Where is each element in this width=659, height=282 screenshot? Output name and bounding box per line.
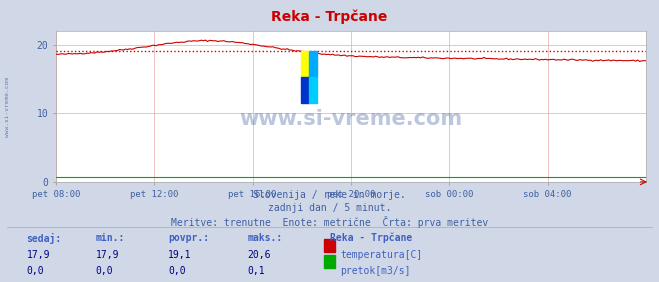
- Text: www.si-vreme.com: www.si-vreme.com: [5, 77, 11, 137]
- Bar: [301, 51, 309, 77]
- Text: 19,1: 19,1: [168, 250, 192, 259]
- Text: Slovenija / reke in morje.: Slovenija / reke in morje.: [253, 190, 406, 200]
- Text: 17,9: 17,9: [26, 250, 50, 259]
- Text: www.si-vreme.com: www.si-vreme.com: [239, 109, 463, 129]
- Text: 0,0: 0,0: [168, 266, 186, 276]
- Text: temperatura[C]: temperatura[C]: [340, 250, 422, 259]
- Text: 0,0: 0,0: [96, 266, 113, 276]
- Text: zadnji dan / 5 minut.: zadnji dan / 5 minut.: [268, 203, 391, 213]
- Text: Reka - Trpčane: Reka - Trpčane: [272, 10, 387, 24]
- Text: 20,6: 20,6: [247, 250, 271, 259]
- Text: Meritve: trenutne  Enote: metrične  Črta: prva meritev: Meritve: trenutne Enote: metrične Črta: …: [171, 216, 488, 228]
- Text: povpr.:: povpr.:: [168, 233, 209, 243]
- Text: 0,1: 0,1: [247, 266, 265, 276]
- Text: sedaj:: sedaj:: [26, 233, 61, 244]
- Text: pretok[m3/s]: pretok[m3/s]: [340, 266, 411, 276]
- Text: maks.:: maks.:: [247, 233, 282, 243]
- Bar: [309, 77, 317, 103]
- Text: 17,9: 17,9: [96, 250, 119, 259]
- Text: 0,0: 0,0: [26, 266, 44, 276]
- Bar: [301, 77, 309, 103]
- Text: min.:: min.:: [96, 233, 125, 243]
- Text: Reka - Trpčane: Reka - Trpčane: [330, 233, 412, 243]
- Bar: [309, 51, 317, 77]
